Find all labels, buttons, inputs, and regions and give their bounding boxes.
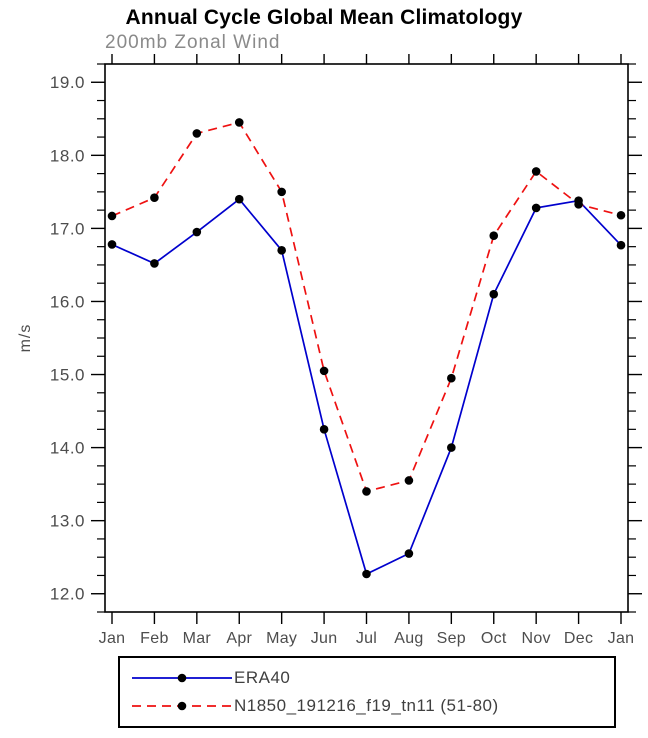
- x-tick-label: May: [266, 630, 297, 647]
- legend-box: ERA40 N1850_191216_f19_tn11 (51-80): [118, 656, 616, 728]
- y-tick-label: 17.0: [50, 219, 85, 238]
- plot-area: 12.0 13.0 14.0 15.0 16.0 17.0 18.0 19.0 Jan Feb Ma…: [17, 54, 642, 647]
- data-point-marker-1: [616, 210, 626, 220]
- series-line-1: [111, 121, 622, 493]
- y-tick-label: 13.0: [50, 512, 85, 531]
- data-point-marker-0: [107, 240, 117, 249]
- data-point-marker-0: [489, 289, 499, 299]
- legend-sample-marker: [177, 701, 187, 711]
- y-tick-label: 14.0: [50, 439, 85, 458]
- legend-sample-marker: [177, 673, 187, 683]
- legend-item-n1850: N1850_191216_f19_tn11 (51-80): [132, 692, 606, 720]
- data-point-marker-1: [362, 487, 371, 496]
- y-tick-label: 16.0: [50, 292, 85, 311]
- data-point-marker-0: [319, 425, 329, 434]
- data-point-marker-1: [447, 373, 456, 383]
- data-point-marker-1: [404, 476, 414, 485]
- legend-line-sample-solid: [132, 673, 232, 683]
- x-tick-label: Jun: [311, 630, 338, 647]
- chart-subtitle: 200mb Zonal Wind: [105, 32, 281, 53]
- data-point-marker-0: [150, 259, 159, 268]
- data-point-marker-0: [192, 227, 202, 237]
- legend-item-era40: ERA40: [132, 664, 606, 692]
- legend-line-sample-dashed: [132, 701, 232, 711]
- data-point-marker-0: [531, 203, 541, 213]
- data-point-marker-1: [150, 193, 159, 203]
- x-tick-label: Mar: [183, 630, 212, 647]
- data-point-marker-0: [362, 569, 371, 579]
- x-tick-label: Jul: [356, 630, 377, 647]
- chart-title: Annual Cycle Global Mean Climatology: [125, 6, 523, 29]
- x-tick-label: Sep: [437, 630, 466, 647]
- x-tick-label: Aug: [394, 630, 423, 647]
- data-point-marker-0: [404, 549, 414, 558]
- y-tick-label: 18.0: [50, 146, 85, 165]
- data-point-marker-1: [107, 211, 117, 221]
- y-tick-label: 15.0: [50, 365, 85, 384]
- data-point-marker-1: [277, 187, 286, 197]
- x-tick-label: Nov: [521, 630, 550, 647]
- series-line-0: [111, 197, 622, 576]
- data-point-marker-1: [574, 199, 583, 209]
- legend-label-era40: ERA40: [234, 668, 291, 687]
- data-point-marker-0: [447, 443, 456, 452]
- y-tick-label: 19.0: [50, 73, 85, 92]
- x-tick-label: Jan: [608, 630, 635, 647]
- y-tick-label: 12.0: [50, 585, 85, 604]
- data-point-marker-0: [616, 240, 626, 250]
- legend-label-n1850: N1850_191216_f19_tn11 (51-80): [234, 696, 499, 715]
- x-tick-label: Dec: [564, 630, 593, 647]
- axis-frame: [104, 63, 629, 613]
- x-tick-label: Apr: [226, 630, 252, 647]
- x-tick-label: Jan: [99, 630, 126, 647]
- y-axis-label: m/s: [17, 324, 34, 353]
- x-tick-label: Oct: [481, 630, 507, 647]
- data-point-marker-1: [192, 129, 202, 138]
- x-tick-label: Feb: [140, 630, 168, 647]
- data-point-marker-0: [234, 194, 244, 204]
- data-point-marker-1: [531, 167, 541, 176]
- data-point-marker-0: [277, 246, 286, 255]
- data-point-marker-1: [319, 366, 329, 376]
- data-point-marker-1: [234, 118, 244, 127]
- data-point-marker-1: [489, 231, 499, 241]
